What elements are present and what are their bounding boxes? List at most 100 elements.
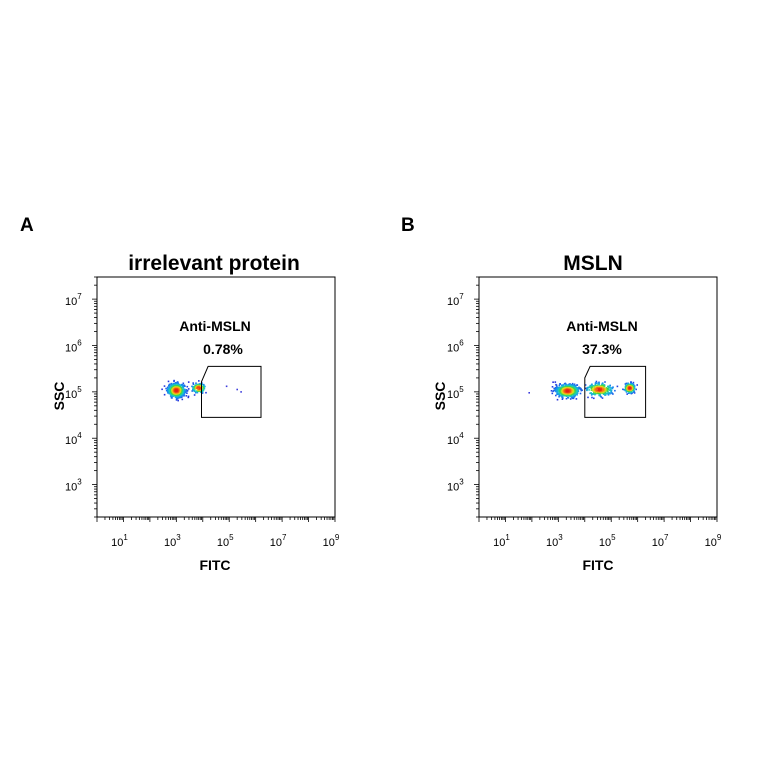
data-point [559, 383, 561, 385]
data-point [550, 390, 553, 392]
data-point [598, 383, 600, 386]
data-point [632, 383, 635, 386]
data-point [598, 392, 601, 394]
data-point [565, 383, 567, 386]
data-point [596, 389, 598, 392]
data-point [559, 392, 562, 394]
data-point [558, 384, 561, 387]
y-tick-label: 103 [447, 478, 464, 494]
data-point [592, 388, 595, 391]
data-point [555, 386, 557, 389]
x-tick-label: 109 [705, 533, 722, 549]
data-point [175, 396, 178, 398]
x-tick-label: 103 [546, 533, 563, 549]
data-point [580, 389, 582, 391]
data-point [604, 393, 606, 395]
data-point [575, 398, 578, 400]
y-tick-label: 105 [447, 385, 464, 401]
data-point [561, 396, 564, 398]
data-point [181, 398, 184, 401]
data-point [586, 388, 588, 391]
x-tick-label: 103 [164, 533, 181, 549]
data-point [193, 394, 196, 396]
data-point [593, 386, 596, 388]
x-tick-label: 105 [217, 533, 234, 549]
data-point [173, 380, 175, 382]
data-point [198, 383, 201, 385]
data-point [597, 382, 599, 384]
panel-b: B MSLN FITC SSC 101 103 105 107 109 103 104 105… [401, 215, 722, 573]
gate-name-b: Anti-MSLN [566, 318, 638, 334]
data-point [567, 394, 570, 397]
data-point [589, 392, 591, 395]
data-point [205, 391, 207, 394]
data-point [203, 387, 206, 390]
x-tick-label: 101 [111, 533, 128, 549]
data-point [604, 381, 606, 383]
data-point [591, 396, 593, 399]
data-point [186, 390, 188, 392]
data-point [633, 390, 635, 392]
plot-frame-b [478, 276, 718, 518]
data-point [607, 385, 609, 388]
data-point [566, 390, 569, 392]
y-tick-label: 105 [65, 385, 82, 401]
plot-title-b: MSLN [563, 252, 623, 275]
data-point [561, 398, 564, 400]
data-point [558, 393, 561, 396]
data-point [575, 387, 578, 389]
data-point [196, 391, 199, 394]
data-point [555, 390, 557, 393]
data-point [624, 383, 627, 385]
plot-title-a: irrelevant protein [128, 252, 300, 275]
data-point [603, 386, 605, 388]
data-point [182, 389, 184, 392]
data-point [558, 387, 560, 390]
data-point [552, 381, 554, 383]
data-point [602, 393, 605, 395]
x-axis-label-b: FITC [582, 557, 613, 573]
data-point [595, 382, 598, 385]
panel-label-a: A [20, 215, 34, 236]
data-point [629, 387, 631, 389]
data-point [597, 392, 600, 395]
data-point [184, 390, 186, 393]
data-point [177, 382, 179, 385]
data-point [181, 396, 183, 398]
data-point [194, 391, 197, 394]
data-point [630, 382, 632, 385]
data-point [598, 386, 600, 388]
data-point [625, 391, 628, 393]
data-point [630, 381, 632, 383]
y-axis-label-a: SSC [51, 382, 67, 411]
data-point [572, 394, 575, 396]
data-point [611, 392, 613, 394]
data-point [185, 389, 188, 391]
data-point [558, 386, 560, 389]
data-point [554, 388, 557, 390]
data-point [588, 386, 591, 388]
data-point [168, 387, 171, 389]
data-point [556, 398, 559, 401]
data-point [576, 384, 578, 386]
data-point [593, 397, 595, 400]
data-point [579, 392, 582, 395]
data-point [554, 389, 556, 392]
data-point [601, 397, 604, 399]
data-point [167, 380, 170, 383]
gate-percent-a: 0.78% [203, 341, 243, 357]
x-tick-label: 109 [323, 533, 340, 549]
data-point [556, 390, 559, 393]
x-axis-label-a: FITC [199, 557, 230, 573]
data-point [576, 393, 578, 395]
data-point [602, 382, 604, 385]
data-point [554, 387, 556, 390]
data-point [178, 396, 180, 398]
data-point [623, 389, 626, 391]
data-point [600, 391, 603, 394]
data-point [635, 388, 637, 391]
data-point [605, 389, 607, 392]
data-point [607, 388, 610, 391]
data-point [187, 381, 190, 383]
y-axis-label-b: SSC [432, 382, 448, 411]
